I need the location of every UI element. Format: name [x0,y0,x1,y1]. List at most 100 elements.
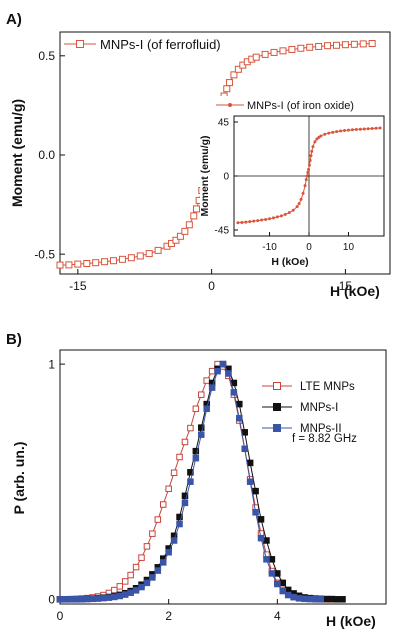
panel-b-series-2-point [154,567,162,574]
panel-b-series-2-point [159,559,167,566]
panel-a-series-0-point [185,221,193,229]
panel-b-series-2-point [279,587,287,595]
panel-b-series-2-point [290,593,297,601]
inset-series-0-point [374,126,378,130]
panel-b-series-2-point [143,579,151,587]
panel-b-series [56,360,346,603]
panel-b-xlabel: H (kOe) [326,613,376,629]
panel-b-label: B) [6,331,22,348]
inset-series-0-point [335,130,339,134]
inset-legend: MNPs-I (of iron oxide) [216,100,354,112]
panel-b-series-2-point [230,389,238,396]
panel-b-series-0-point [121,578,129,585]
panel-a-series-0-point [359,40,367,48]
panel-b-legend-label: MNPs-II [300,423,342,435]
panel-b-series-0-point [127,571,134,579]
inset-series-0-point [244,220,248,224]
panel-b-legend-marker [273,403,281,411]
panel-a-series-0-point [118,255,126,263]
panel-a-series-0-point [127,254,135,262]
panel-b-series-1-point [257,516,265,523]
panel-b-series-2-point [149,574,156,581]
panel-b-series-0-point [203,377,210,384]
panel-b-series-2-point [252,509,259,516]
inset-ytick-label: 45 [218,118,230,129]
panel-b-series-0-point [132,563,140,571]
panel-b-series-2-point [176,520,183,528]
inset-series-0-point [350,128,354,132]
inset-series-0-point [287,211,291,215]
panel-b-series-2-point [241,445,248,453]
panel-b-series-2-point [105,594,113,601]
inset-xlabel: H (kOe) [271,256,308,268]
panel-b-series-2-point [165,549,172,556]
panel-b-series-1-point [181,492,189,500]
inset-series-0-point [315,137,319,141]
panel-b-plot-frame [59,349,387,605]
panel-b-series-1-line [60,363,343,600]
panel-a-series-0-point [225,79,233,87]
panel-b-legend: LTE MNPs MNPs-I MNPs-II [262,381,355,435]
inset-series-0-point [370,126,374,130]
panel-a-series-0-point [223,85,231,93]
panel-b-series-0-point [192,405,200,413]
inset-series-0-point [275,215,279,219]
inset-series-0-point [323,132,327,136]
inset-legend-label: MNPs-I (of iron oxide) [247,100,354,112]
panel-a-series-0-point [74,260,82,268]
inset-ylabel: Moment (emu/g) [199,135,211,216]
panel-b-legend-marker [273,424,281,432]
panel-b-series-2-point [170,537,178,544]
inset-series-0-point [358,127,362,131]
panel-b-series-2-point [219,360,227,368]
panel-b-series-0-point [159,501,167,508]
inset-series-0-point [236,221,240,225]
panel-b-legend-marker [273,382,281,390]
panel-b-series-2-point [192,454,200,462]
inset-series-0-point [313,140,317,144]
panel-b-series-2-point [62,596,69,603]
panel-a-series-0-point [181,227,189,235]
inset-series-0-point [307,163,311,167]
inset-series-0-point [354,127,358,131]
panel-a-xtick-label: -15 [69,279,87,293]
panel-b-series-0-point [116,583,124,590]
inset-series-0-point [283,212,287,216]
panel-b-series-2-point [187,478,194,485]
panel-b-series-1-point [236,400,243,408]
panel-b-series-2-point [78,596,85,603]
panel-b-series-2-point [214,367,221,375]
panel-b-series-2-point [181,499,189,507]
panel-a-series-0-point [145,250,153,258]
panel-a-ytick-label: 0.0 [38,148,55,162]
panel-b-annotation: f = 8.82 GHz [292,433,357,445]
panel-b-series-0-point [170,469,178,477]
panel-b-ytick-label: 0 [48,592,55,606]
panel-a-series-0-point [332,41,340,49]
inset-ytick-label: 0 [223,172,229,183]
panel-a-ytick-label: 0.5 [38,49,55,63]
inset-series-0-point [256,219,260,223]
panel-b-series-1-point [252,487,259,495]
panel-b-series-2-point [127,589,134,596]
panel-b-series-1-point [187,469,194,476]
inset-series-0-point [339,129,343,133]
panel-b-series-2-point [268,570,276,577]
inset-series-0-point [271,216,275,220]
inset-series-0-point [297,202,301,206]
panel-b-series-0-point [138,554,145,561]
panel-b-series-1-point [241,429,248,436]
inset-xtick-label: -10 [262,242,277,253]
panel-b-series-2-point [121,591,129,598]
inset-series-0-point [310,149,314,153]
panel-b-series-2-point [312,596,319,603]
panel-b-series-2-point [56,596,64,603]
panel-b-series-1-point [198,424,205,431]
inset-series-0-point [308,158,312,162]
panel-b-series-2-point [111,593,118,601]
panel-a: A) Moment (emu/g) H (kOe) -15 0 15 -0.5 0.0 0… [6,11,391,299]
panel-b-series-0-point [187,424,194,432]
panel-b-series-2-point [295,595,303,602]
panel-a-series-0-point [261,50,269,58]
